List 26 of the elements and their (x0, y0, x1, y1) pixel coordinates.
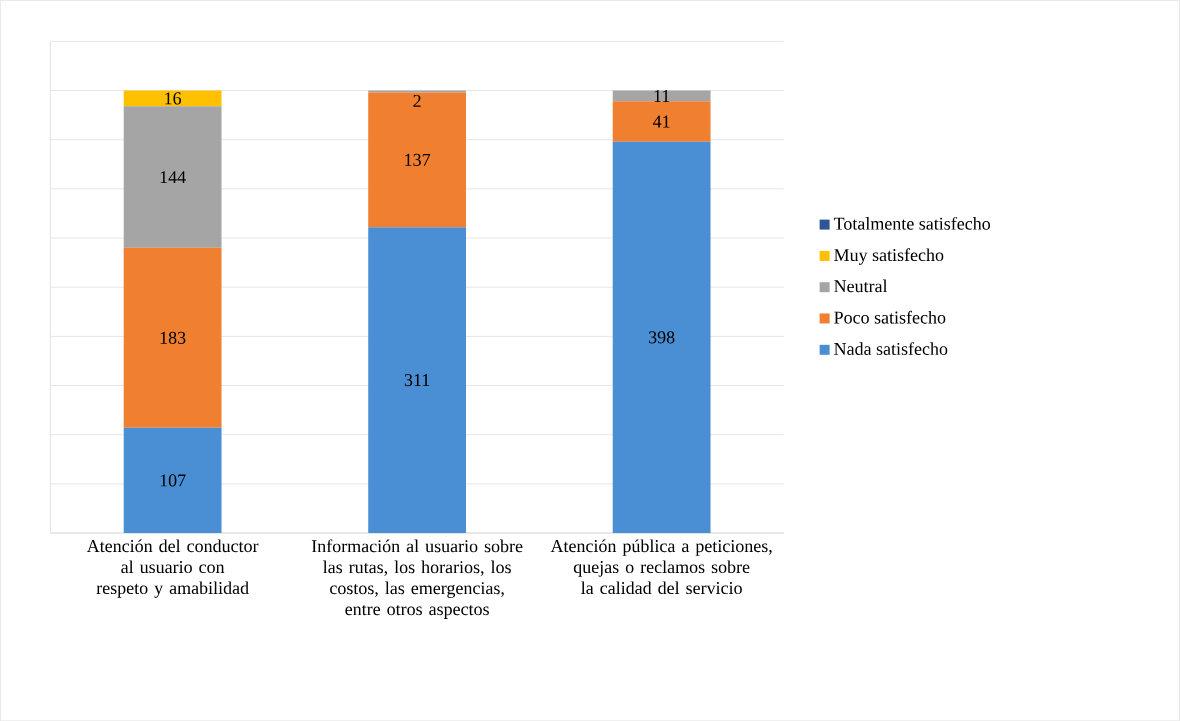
x-tick-label: Atención pública a peticiones, quejas o reclamos sobre la calidad del servicio (550, 539, 772, 594)
bar (368, 92, 467, 228)
bar (612, 101, 711, 142)
data-label: 107 (160, 474, 186, 487)
legend-label: Muy satisfecho (834, 248, 944, 265)
data-label: 11 (654, 89, 670, 102)
bar (612, 141, 711, 533)
data-label: 311 (404, 373, 430, 387)
data-label: 398 (648, 331, 675, 344)
data-label: 144 (160, 170, 186, 183)
legend-label: Neutral (834, 279, 888, 293)
data-label: 41 (652, 115, 670, 128)
legend-label: Poco satisfecho (834, 310, 946, 324)
x-tick-label: Información al usuario sobre las rutas, los horarios, los costos, las emergencias, entre otros aspectos (311, 539, 523, 619)
bar (123, 247, 222, 428)
bar (123, 106, 222, 248)
data-label: 2 (413, 94, 421, 107)
legend-label: Nada satisfecho (834, 341, 948, 355)
data-label: 137 (405, 153, 431, 166)
bar (123, 90, 222, 107)
x-tick-label: Atención del conductor al usuario con respeto y amabilidad (86, 539, 259, 598)
legend-label: Totalmente satisfecho (833, 216, 991, 230)
bar (123, 427, 222, 533)
bar (368, 227, 467, 533)
data-label: 183 (160, 331, 186, 344)
data-label: 16 (165, 92, 182, 105)
